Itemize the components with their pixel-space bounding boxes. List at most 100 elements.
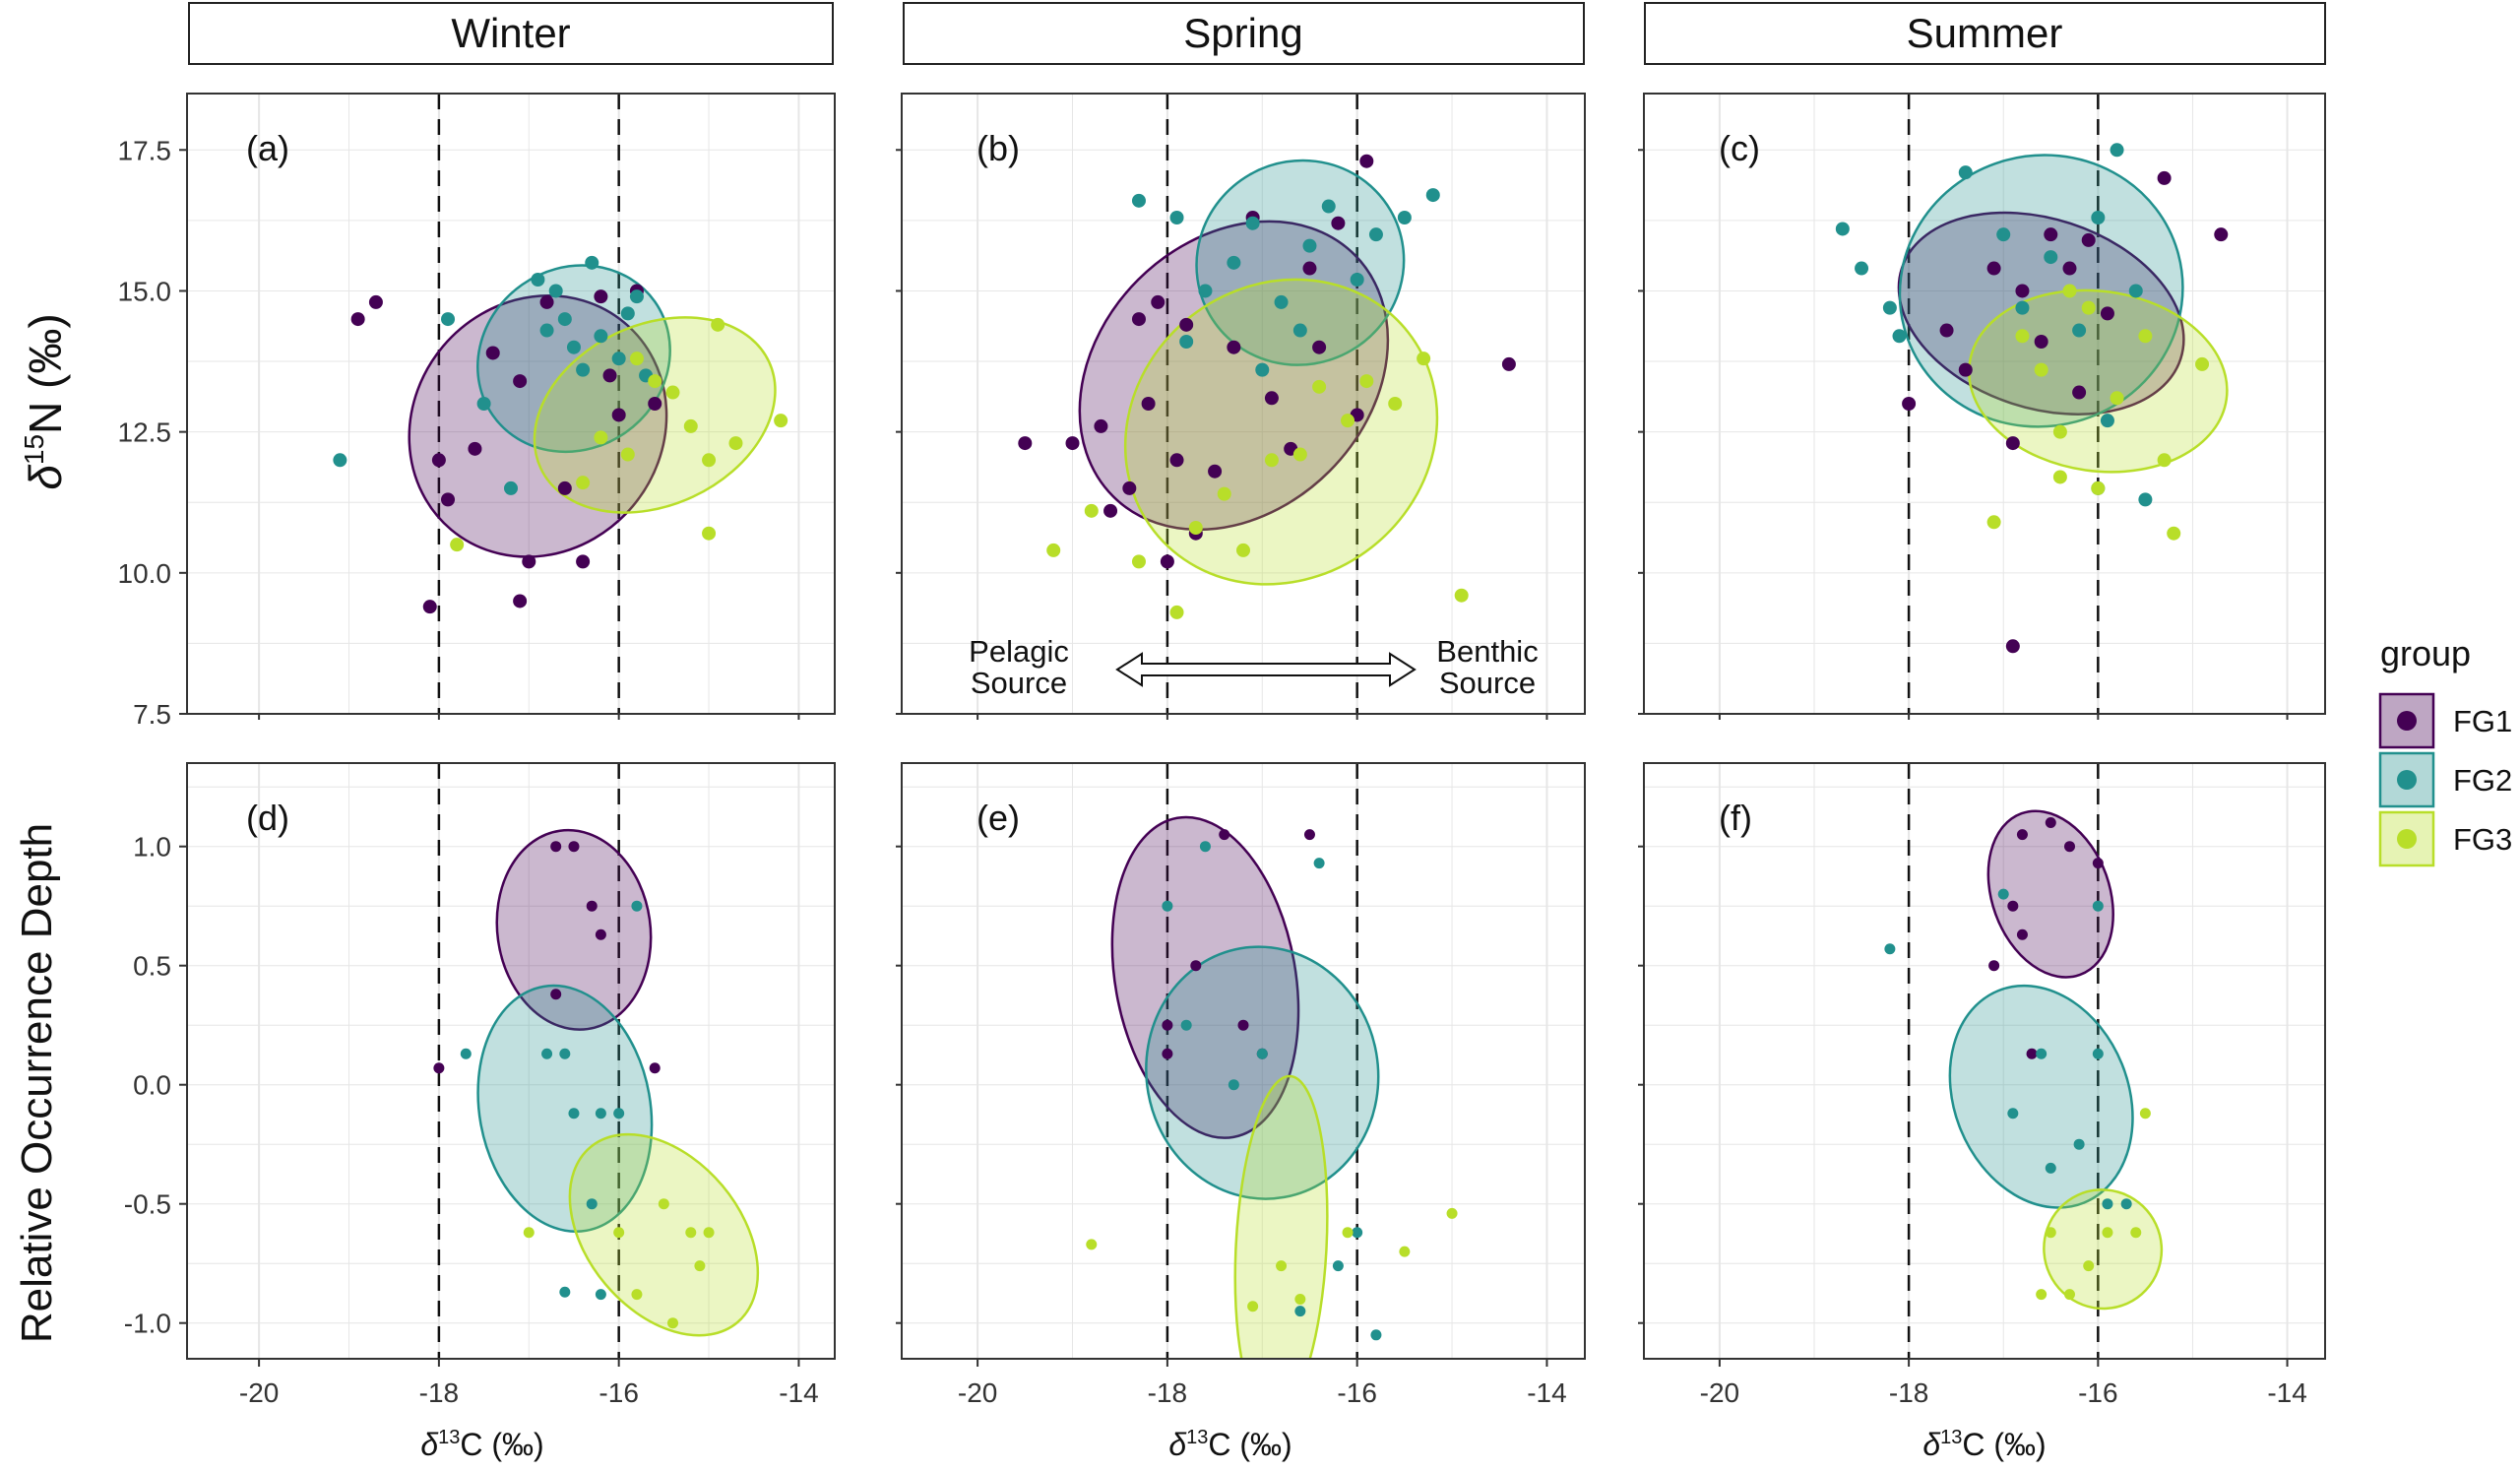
strip-summer-label: Summer [1907, 10, 2063, 56]
point-fg3 [648, 374, 662, 389]
point-fg2 [2015, 300, 2030, 315]
point-fg1 [2015, 284, 2030, 298]
panel-background [1644, 94, 2325, 714]
point-fg2 [531, 273, 545, 287]
point-fg3 [1312, 379, 1327, 394]
panel-border [186, 93, 836, 715]
ellipse-fg3 [533, 316, 777, 514]
ellipse-fg2 [1948, 984, 2134, 1209]
point-fg1 [1302, 261, 1317, 276]
point-fg3 [774, 414, 788, 428]
panel-letter: (b) [976, 128, 1020, 168]
point-fg2 [1332, 1260, 1344, 1272]
panel-border [901, 93, 1586, 715]
point-fg1 [350, 312, 365, 327]
point-fg2 [1302, 238, 1317, 253]
pelagic-label-1: Pelagic [969, 634, 1069, 669]
point-fg2 [620, 306, 635, 321]
point-fg3 [1046, 543, 1061, 557]
point-fg1 [1227, 340, 1241, 354]
point-fg1 [1988, 960, 2000, 972]
point-fg2 [504, 480, 518, 495]
x-tick-label: -16 [2078, 1377, 2117, 1408]
point-fg2 [1162, 900, 1173, 912]
x-prefix: δ [1922, 1427, 1941, 1462]
point-fg2 [1227, 255, 1241, 270]
point-fg2 [595, 1108, 606, 1120]
panel-content [1884, 809, 2164, 1311]
point-fg2 [2110, 143, 2124, 158]
point-fg3 [1454, 588, 1469, 603]
point-fg1 [1219, 829, 1230, 841]
point-fg1 [422, 600, 437, 614]
point-fg1 [1359, 154, 1374, 168]
point-fg1 [1131, 312, 1146, 327]
double-arrow [1115, 652, 1417, 687]
point-fg1 [611, 408, 626, 422]
point-fg3 [1292, 447, 1307, 462]
point-fg3 [2102, 1227, 2113, 1239]
point-fg2 [1198, 284, 1213, 298]
point-fg1 [2062, 261, 2077, 276]
x-sup: 13 [438, 1427, 460, 1448]
x-prefix: δ [420, 1427, 439, 1462]
point-fg2 [2091, 211, 2106, 224]
point-fg2 [1321, 199, 1336, 214]
x-tick-label: -18 [1889, 1377, 1928, 1408]
ellipse-fg1 [495, 828, 653, 1031]
point-fg3 [629, 352, 644, 366]
y-tick-label: 10.0 [118, 558, 172, 589]
point-fg2 [568, 1108, 580, 1120]
point-fg2 [1397, 211, 1412, 224]
point-fg1 [433, 1062, 445, 1074]
point-fg1 [1160, 554, 1174, 569]
point-fg2 [2036, 1048, 2048, 1059]
y-tick-label: 15.0 [118, 276, 172, 306]
panel-border [901, 762, 1586, 1360]
x-tick-label: -18 [419, 1377, 459, 1408]
legend-key-dot [2397, 770, 2417, 790]
ellipse-fg1 [408, 294, 668, 558]
panel-content [433, 828, 760, 1337]
point-fg2 [476, 397, 491, 411]
point-fg1 [2005, 639, 2020, 654]
point-fg2 [541, 1048, 553, 1059]
panel-border [1643, 93, 2326, 715]
point-fg1 [594, 289, 608, 304]
point-fg3 [2062, 284, 2077, 298]
point-fg3 [1188, 521, 1203, 535]
point-fg1 [1141, 397, 1156, 411]
point-fg2 [1294, 1306, 1306, 1317]
legend-key-dot [2397, 711, 2417, 731]
point-fg3 [2045, 1227, 2056, 1239]
point-fg3 [703, 1227, 715, 1239]
legend-title: group [2380, 633, 2471, 673]
point-fg3 [1341, 414, 1355, 428]
point-fg1 [576, 554, 591, 569]
y-tick-label: 1.0 [133, 832, 171, 863]
point-fg2 [333, 453, 347, 468]
x-tick-label: -20 [958, 1377, 997, 1408]
point-fg3 [594, 430, 608, 445]
y-tick-label: -0.5 [124, 1189, 171, 1220]
point-fg1 [1331, 216, 1346, 230]
point-fg3 [702, 526, 717, 541]
point-fg2 [2072, 323, 2087, 338]
strip-winter [188, 2, 834, 65]
point-fg2 [1313, 858, 1325, 869]
y-top-suffix: N (‰) [20, 313, 71, 434]
point-fg2 [1245, 216, 1260, 230]
point-fg1 [595, 928, 606, 940]
panel-background [902, 94, 1585, 714]
point-fg1 [2034, 335, 2048, 349]
point-fg2 [1958, 165, 1973, 180]
point-fg1 [2016, 829, 2028, 841]
x-tick-label: -20 [239, 1377, 279, 1408]
point-fg2 [2092, 1048, 2104, 1059]
panel-content [333, 255, 788, 614]
point-fg1 [2045, 817, 2056, 828]
point-fg3 [1986, 515, 2001, 530]
legend-key-dot [2397, 829, 2417, 849]
ellipse-fg3 [1123, 278, 1439, 586]
point-fg3 [2167, 526, 2181, 541]
